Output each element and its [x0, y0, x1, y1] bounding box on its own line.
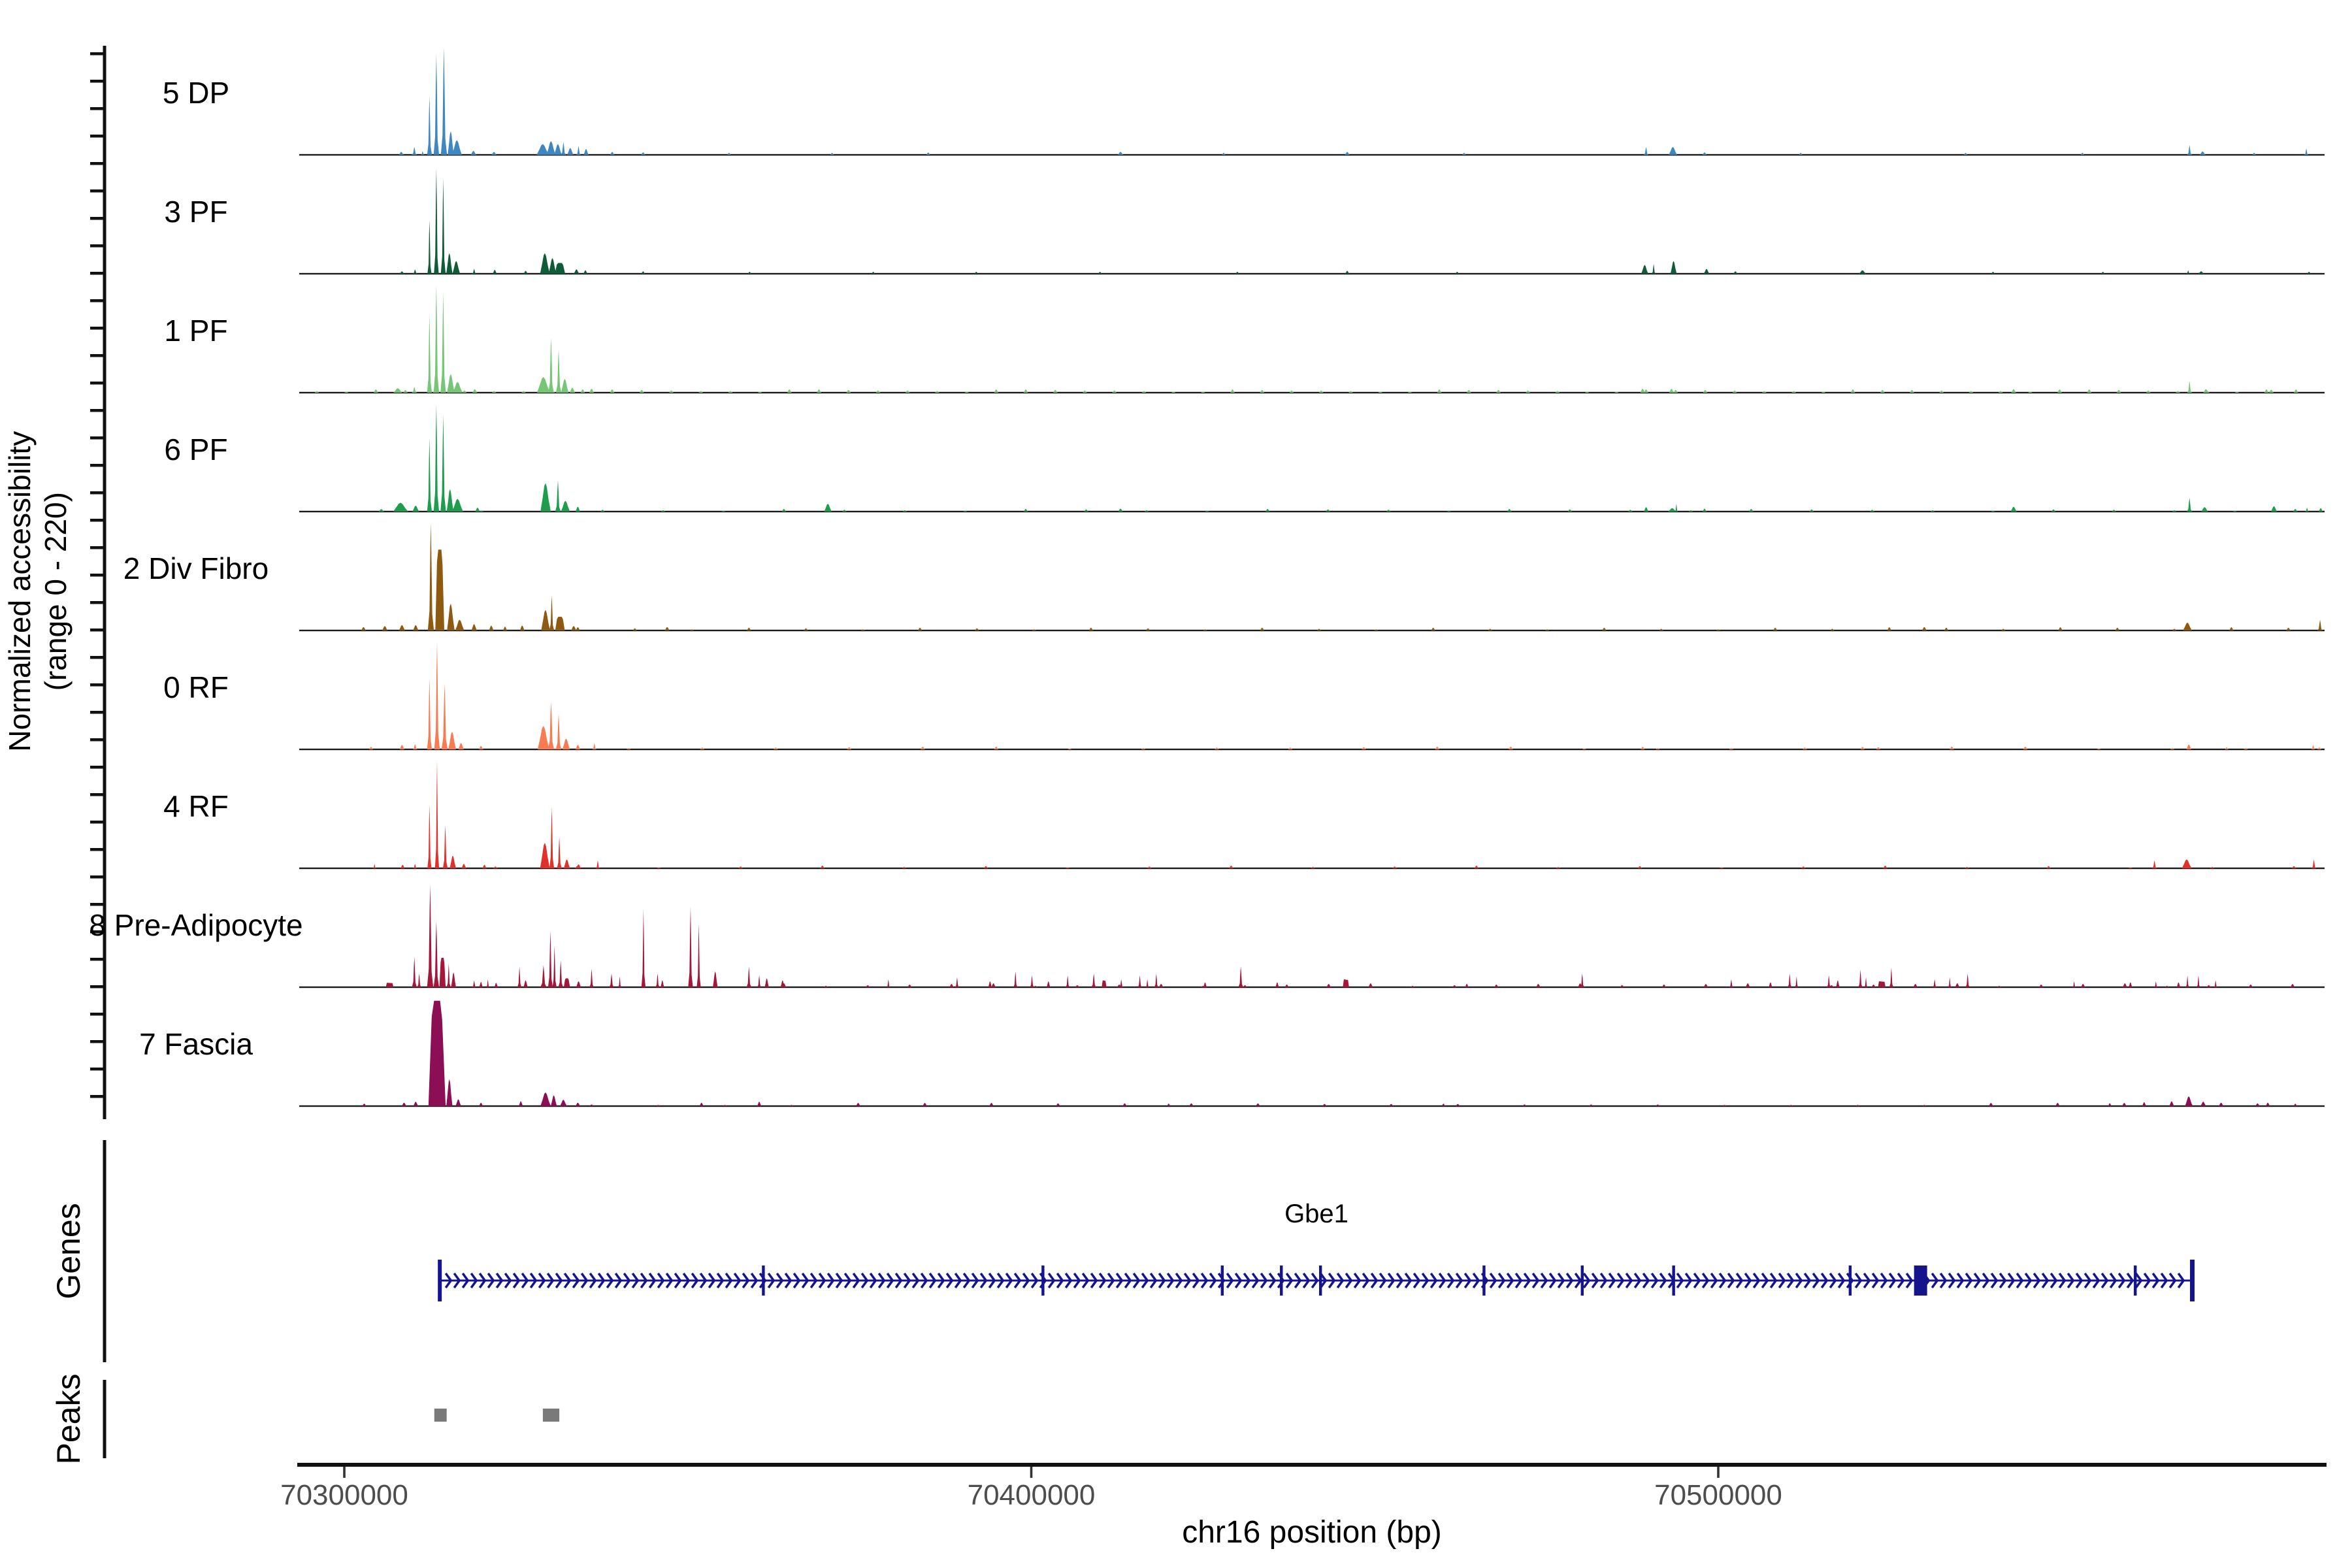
y-axis-tick [90, 491, 105, 495]
coverage-signal [400, 168, 2311, 274]
gene-exon-block [1914, 1266, 1927, 1296]
coverage-signal [368, 642, 2322, 749]
y-axis-tick [90, 574, 105, 577]
track-baseline [299, 986, 2325, 988]
y-axis-tick [90, 382, 105, 385]
track-baseline [299, 1105, 2325, 1107]
gene-exon-tick [1041, 1266, 1045, 1296]
peak-interval [434, 1409, 447, 1422]
y-axis-tick [90, 546, 105, 549]
x-tick-label: 70500000 [1654, 1479, 1782, 1511]
track-label: 3 PF [164, 195, 227, 229]
gene-exon-tick [1280, 1266, 1283, 1296]
track-label: 7 Fascia [139, 1027, 253, 1061]
gene-strand-chevrons [444, 1272, 2185, 1289]
y-axis-tick [90, 464, 105, 467]
y-axis-tick [90, 766, 105, 769]
gene-name-label: Gbe1 [1284, 1200, 1348, 1228]
y-axis-tick [90, 656, 105, 659]
y-axis-tick [90, 135, 105, 138]
genes-axis-line [103, 1140, 106, 1362]
y-axis-tick [90, 436, 105, 440]
track-label: 0 RF [163, 670, 229, 704]
track-baseline [299, 272, 2325, 275]
y-axis-tick [90, 711, 105, 714]
gene-exon-tick [1482, 1266, 1486, 1296]
gene-exon-tick [1580, 1266, 1584, 1296]
y-axis-tick [90, 107, 105, 110]
x-tick-label: 70400000 [968, 1479, 1096, 1511]
coverage-signal [361, 523, 2323, 630]
track-baseline [299, 391, 2325, 394]
gene-start-bar [438, 1260, 442, 1301]
coverage-signal [378, 404, 2323, 512]
gene-end-bar [2190, 1260, 2195, 1301]
y-axis-tick [90, 354, 105, 357]
track-baseline [299, 154, 2325, 156]
y-axis-tick [90, 821, 105, 824]
y-axis-tick [90, 327, 105, 330]
y-axis-tick [90, 930, 105, 934]
gene-exon-tick [1848, 1266, 1852, 1296]
y-axis-tick [90, 217, 105, 220]
y-axis-tick [90, 629, 105, 632]
gene-exon-tick [1672, 1266, 1675, 1296]
y-axis-tick [90, 1040, 105, 1043]
y-axis-line [103, 46, 106, 1119]
y-axis-tick [90, 299, 105, 302]
coverage-signal [314, 285, 2298, 393]
gene-exon-tick [1220, 1266, 1224, 1296]
peak-interval [542, 1409, 560, 1422]
track-label: 6 PF [164, 433, 227, 466]
y-axis-tick [90, 409, 105, 412]
y-axis-tick [90, 683, 105, 687]
y-axis-tick [90, 848, 105, 851]
gene-exon-tick [762, 1266, 765, 1296]
y-axis-tick [90, 1068, 105, 1071]
coverage-signal [372, 760, 2317, 868]
coverage-signal [385, 884, 2295, 987]
y-axis-tick [90, 162, 105, 165]
x-tick-label: 70300000 [280, 1479, 408, 1511]
track-baseline [299, 748, 2325, 751]
track-baseline [299, 629, 2325, 632]
y-axis-tick [90, 189, 105, 193]
y-axis-tick [90, 244, 105, 248]
y-axis-tick [90, 793, 105, 796]
peaks-axis-line [103, 1380, 106, 1458]
x-axis-tick [343, 1467, 346, 1478]
track-label: 1 PF [164, 314, 227, 348]
x-axis-tick [1030, 1467, 1033, 1478]
y-axis-tick [90, 1013, 105, 1016]
y-axis-tick [90, 601, 105, 604]
y-axis-tick [90, 52, 105, 56]
y-axis-tick [90, 1095, 105, 1098]
x-axis-tick [1717, 1467, 1720, 1478]
y-axis-tick [90, 519, 105, 522]
track-label: 8 Pre-Adipocyte [89, 908, 302, 942]
y-axis-tick [90, 903, 105, 906]
x-axis-title: chr16 position (bp) [1182, 1515, 1442, 1550]
coverage-signal [399, 47, 2309, 155]
y-axis-tick [90, 80, 105, 83]
gene-exon-tick [1318, 1266, 1322, 1296]
track-label: 2 Div Fibro [123, 551, 269, 585]
track-baseline [299, 510, 2325, 513]
y-axis-tick [90, 272, 105, 275]
y-axis-tick [90, 985, 105, 988]
track-label: 4 RF [163, 789, 229, 823]
y-axis-tick [90, 958, 105, 961]
gene-exon-tick [2134, 1266, 2137, 1296]
y-axis-tick [90, 738, 105, 742]
track-label: 5 DP [163, 76, 229, 110]
y-axis-tick [90, 875, 105, 879]
x-axis-line [297, 1463, 2327, 1467]
coverage-signal [362, 1000, 2297, 1106]
